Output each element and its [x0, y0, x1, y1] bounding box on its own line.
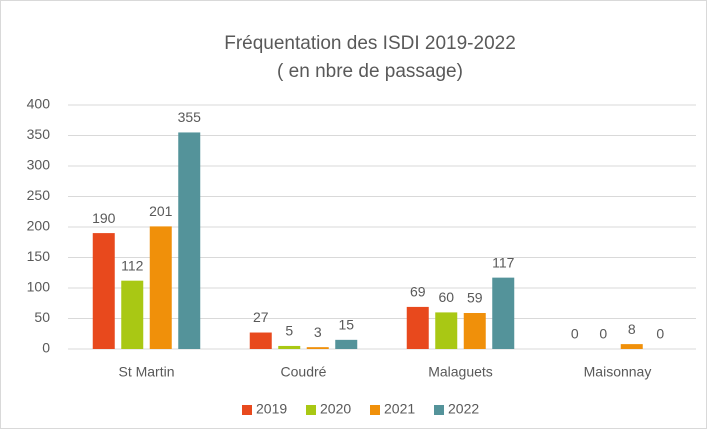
bar: [121, 280, 144, 349]
y-tick-label: 0: [42, 340, 50, 356]
data-label: 15: [338, 317, 354, 333]
chart-subtitle: ( en nbre de passage): [277, 61, 463, 82]
bar: [149, 226, 172, 349]
legend-label: 2019: [256, 401, 287, 417]
y-tick-label: 350: [27, 126, 51, 142]
y-tick-label: 400: [27, 96, 51, 112]
x-tick-label: Malaguets: [428, 364, 493, 380]
legend-swatch: [434, 405, 444, 415]
data-label: 8: [628, 321, 636, 337]
bar: [463, 313, 486, 349]
bar: [278, 345, 301, 349]
x-tick-label: Coudré: [281, 364, 327, 380]
data-label: 3: [314, 324, 322, 340]
data-label: 0: [571, 326, 579, 342]
data-label: 0: [656, 326, 664, 342]
data-label: 355: [178, 109, 202, 125]
data-label: 27: [253, 309, 269, 325]
y-tick-label: 100: [27, 279, 51, 295]
bar: [435, 312, 458, 349]
bar: [335, 339, 358, 349]
data-label: 201: [149, 203, 173, 219]
data-label: 5: [285, 323, 293, 339]
bar: [306, 347, 329, 349]
data-label: 112: [121, 257, 144, 273]
bar: [620, 344, 643, 349]
y-tick-label: 200: [27, 218, 51, 234]
data-label: 0: [599, 326, 607, 342]
bar: [178, 132, 201, 349]
data-label: 69: [410, 284, 426, 300]
chart-title: Fréquentation des ISDI 2019-2022: [224, 33, 516, 54]
bar: [406, 306, 429, 349]
data-label: 190: [92, 210, 116, 226]
data-label: 60: [438, 289, 454, 305]
data-label: 59: [467, 290, 483, 306]
legend-swatch: [242, 405, 252, 415]
legend-swatch: [370, 405, 380, 415]
bar: [249, 332, 272, 349]
y-tick-label: 300: [27, 157, 51, 173]
y-tick-label: 250: [27, 187, 51, 203]
y-tick-label: 50: [34, 309, 50, 325]
legend-label: 2021: [384, 401, 415, 417]
x-tick-label: Maisonnay: [584, 364, 652, 380]
data-label: 117: [492, 254, 515, 270]
y-tick-label: 150: [27, 248, 51, 264]
bar: [92, 233, 115, 349]
x-tick-label: St Martin: [118, 364, 174, 380]
legend-label: 2022: [448, 401, 479, 417]
legend-label: 2020: [320, 401, 351, 417]
bar: [492, 277, 515, 349]
legend-swatch: [306, 405, 316, 415]
